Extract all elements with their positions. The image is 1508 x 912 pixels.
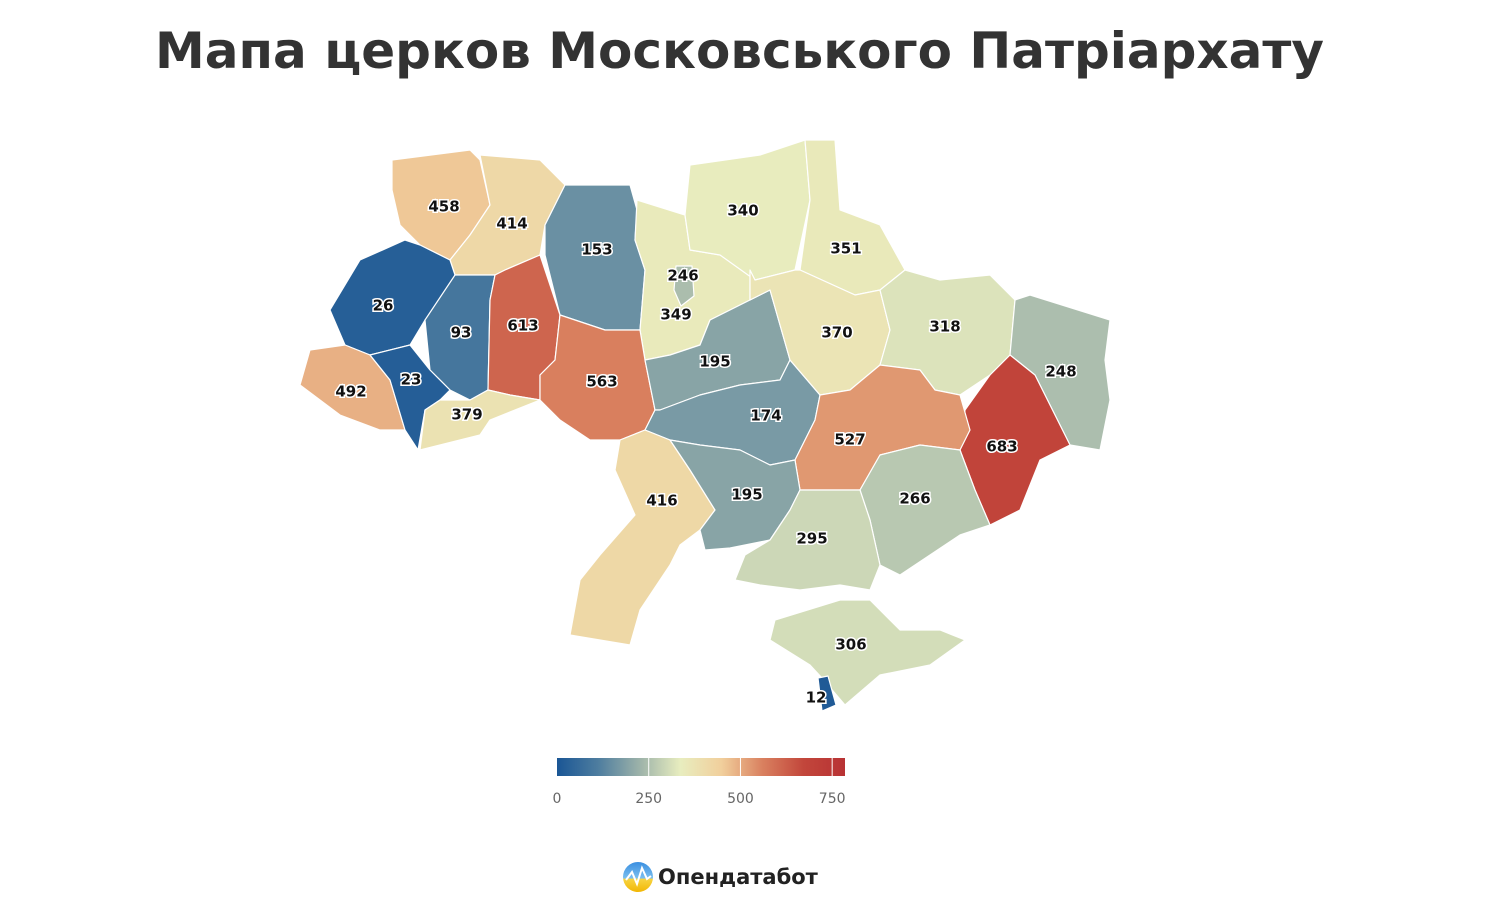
region bbox=[673, 265, 695, 307]
value-label: 351 bbox=[830, 240, 861, 258]
tick-label: 750 bbox=[819, 791, 846, 807]
value-label: 174 bbox=[750, 407, 781, 425]
region bbox=[799, 139, 906, 296]
value-label: 527 bbox=[834, 431, 865, 449]
color-scale-bar bbox=[557, 758, 845, 776]
tick-label: 250 bbox=[635, 791, 662, 807]
tick-label: 500 bbox=[727, 791, 754, 807]
value-label: 318 bbox=[929, 318, 960, 336]
value-label: 12 bbox=[806, 689, 827, 707]
region bbox=[734, 489, 881, 591]
value-label: 246 bbox=[667, 267, 698, 285]
value-label: 416 bbox=[646, 492, 677, 510]
value-label: 26 bbox=[373, 297, 394, 315]
value-label: 613 bbox=[507, 317, 538, 335]
value-label: 349 bbox=[660, 306, 691, 324]
value-label: 23 bbox=[401, 371, 422, 389]
value-label: 306 bbox=[835, 636, 866, 654]
brand: Опендатабот bbox=[658, 865, 819, 889]
tick-label: 0 bbox=[553, 791, 562, 807]
value-label: 370 bbox=[821, 324, 852, 342]
region bbox=[419, 389, 541, 451]
value-label: 379 bbox=[451, 406, 482, 424]
value-label: 248 bbox=[1045, 363, 1076, 381]
value-label: 93 bbox=[451, 324, 472, 342]
regions bbox=[299, 139, 1111, 712]
region bbox=[769, 599, 966, 706]
brand-logo bbox=[623, 862, 653, 892]
title: Мапа церков Московського Патріархату bbox=[155, 22, 1324, 80]
value-label: 492 bbox=[335, 383, 366, 401]
value-label: 414 bbox=[496, 215, 527, 233]
value-label: 340 bbox=[727, 202, 758, 220]
value-label: 683 bbox=[986, 438, 1017, 456]
value-label: 266 bbox=[899, 490, 930, 508]
value-label: 195 bbox=[699, 353, 730, 371]
region bbox=[817, 675, 837, 712]
value-label: 153 bbox=[581, 241, 612, 259]
color-legend: 0 250 500 750 bbox=[553, 758, 846, 807]
value-label: 295 bbox=[796, 530, 827, 548]
value-label: 458 bbox=[428, 198, 459, 216]
brand-logo-wave bbox=[625, 865, 652, 887]
value-label: 195 bbox=[731, 486, 762, 504]
value-label: 563 bbox=[586, 373, 617, 391]
labels: 458 414 153 349 246 340 351 26 93 613 492 23 379 563 1… bbox=[334, 196, 1078, 708]
footer: Опендатабот bbox=[623, 862, 819, 892]
